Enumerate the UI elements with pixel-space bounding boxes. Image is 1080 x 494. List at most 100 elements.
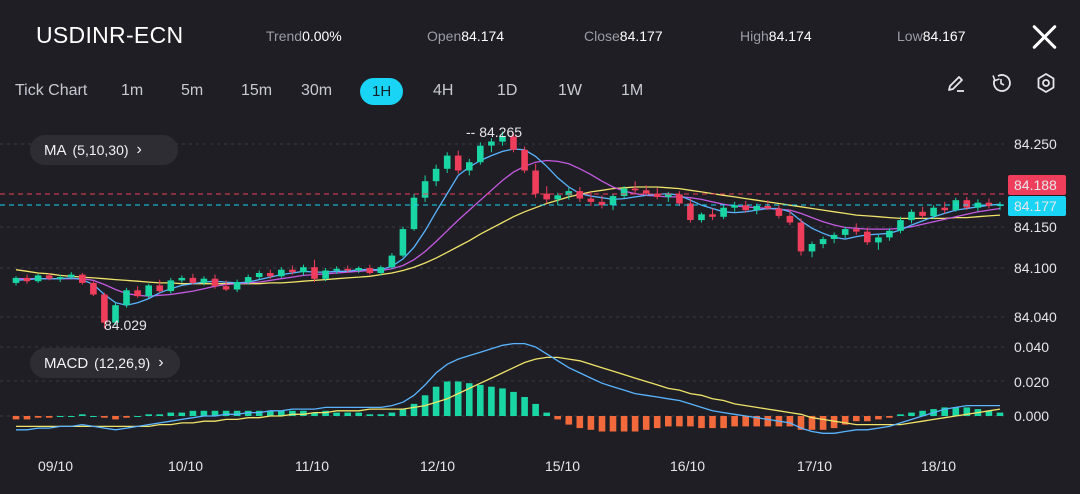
macd-histogram-bar	[200, 410, 208, 416]
macd-histogram-bar	[222, 410, 230, 416]
candle-body	[443, 155, 451, 169]
macd-histogram-bar	[897, 414, 904, 416]
tab-1h[interactable]: 1H	[360, 78, 404, 105]
stat-low-value: 84.167	[922, 28, 966, 44]
macd-histogram-bar	[996, 412, 1004, 416]
candle-body	[543, 193, 550, 200]
macd-histogram-bar	[587, 416, 595, 430]
candle-body	[775, 208, 783, 216]
price-tick-4: 84.040	[1014, 309, 1057, 325]
candle-body	[45, 275, 53, 279]
stat-close-value: 84.177	[619, 28, 663, 44]
candle-body	[23, 277, 31, 282]
candle-body	[521, 149, 528, 171]
candle-body	[189, 277, 197, 283]
candle-body	[676, 194, 683, 204]
macd-histogram-bar	[786, 416, 794, 427]
candle-body	[797, 222, 805, 252]
candle-body	[410, 197, 418, 230]
tab-1mo[interactable]: 1M	[621, 82, 644, 99]
candle-body	[366, 268, 374, 273]
macd-histogram-bar	[598, 416, 606, 432]
stat-high-label: High	[740, 28, 769, 44]
macd-histogram-bar	[952, 407, 960, 416]
date-label-4: 12/10	[420, 458, 455, 474]
macd-histogram-bar	[742, 416, 749, 427]
tab-4h[interactable]: 4H	[433, 82, 454, 99]
macd-lines	[16, 342, 1001, 434]
candle-body	[665, 194, 672, 197]
candle-body	[399, 229, 407, 256]
candle-body	[764, 206, 772, 209]
macd-histogram-bar	[90, 416, 97, 417]
macd-histogram-bar	[676, 416, 683, 427]
high-annotation-value: 84.265	[479, 124, 522, 140]
candle-body	[79, 274, 86, 283]
tab-1w[interactable]: 1W	[558, 82, 582, 99]
candle-body	[488, 141, 495, 146]
macd-histogram-bar	[134, 416, 141, 417]
macd-histogram-bar	[709, 416, 716, 429]
macd-histogram-bar	[333, 412, 340, 416]
macd-histogram-bar	[797, 416, 805, 430]
price-tick-2: 84.150	[1014, 219, 1057, 235]
ma10-line	[16, 159, 1001, 297]
candle-body	[233, 282, 241, 290]
macd-histogram-bar	[112, 416, 119, 420]
stat-open-value: 84.174	[461, 28, 505, 44]
candle-body	[841, 229, 849, 235]
macd-histogram-bar	[532, 403, 539, 416]
tab-15m[interactable]: 15m	[241, 82, 273, 99]
macd-histogram-bar	[941, 407, 948, 416]
macd-histogram-bar	[244, 410, 252, 416]
symbol-title: USDINR-ECN	[36, 22, 184, 48]
candle-body	[974, 202, 982, 208]
candle-body	[786, 215, 794, 223]
macd-histogram-bar	[399, 409, 407, 416]
candle-body	[333, 268, 340, 271]
tab-5m[interactable]: 5m	[181, 82, 204, 99]
macd-histogram-bar	[45, 416, 53, 418]
macd-indicator-pill[interactable]: MACD (12,26,9) ›	[30, 348, 180, 378]
candle-body	[300, 267, 307, 273]
candle-body	[731, 205, 738, 208]
settings-icon[interactable]	[1035, 72, 1057, 94]
clock-icon[interactable]	[990, 72, 1012, 94]
macd-tick-3: 0.000	[1014, 408, 1049, 424]
macd-histogram-bar	[753, 416, 760, 427]
macd-histogram-bar	[841, 416, 849, 425]
macd-histogram-bar	[488, 386, 495, 416]
macd-histogram-bar	[698, 416, 705, 429]
candle-body	[278, 269, 285, 277]
macd-histogram-bar	[720, 416, 727, 429]
stat-open: Open84.174	[427, 28, 504, 44]
macd-indicator-name: MACD	[44, 354, 89, 372]
macd-histogram-bar	[101, 416, 108, 418]
ma-indicator-pill[interactable]: MA (5,10,30) ›	[30, 135, 178, 165]
tab-30m[interactable]: 30m	[301, 82, 333, 99]
candle-body	[145, 285, 152, 297]
candle-body	[653, 193, 661, 197]
candle-body	[875, 237, 882, 243]
date-label-6: 16/10	[670, 458, 705, 474]
macd-histogram-bar	[432, 386, 440, 416]
macd-histogram-bar	[267, 410, 274, 416]
candle-body	[720, 207, 727, 217]
tab-tick-chart[interactable]: Tick Chart	[15, 82, 88, 99]
macd-histogram-bar	[145, 414, 152, 416]
tab-1d[interactable]: 1D	[497, 82, 518, 99]
macd-histogram-bar	[344, 412, 351, 416]
macd-tick-1: 0.040	[1014, 339, 1049, 355]
macd-histogram-bar	[233, 410, 241, 416]
macd-histogram-bar	[908, 412, 915, 416]
draw-icon[interactable]	[945, 72, 967, 94]
macd-histogram-bar	[454, 381, 462, 416]
candle-body	[200, 278, 208, 283]
tab-1m[interactable]: 1m	[121, 82, 144, 99]
macd-histogram-bar	[731, 416, 738, 427]
macd-histogram-bar	[167, 412, 175, 416]
stat-close-label: Close	[584, 28, 620, 44]
macd-histogram-bar	[963, 407, 971, 416]
candle-body	[532, 170, 539, 194]
